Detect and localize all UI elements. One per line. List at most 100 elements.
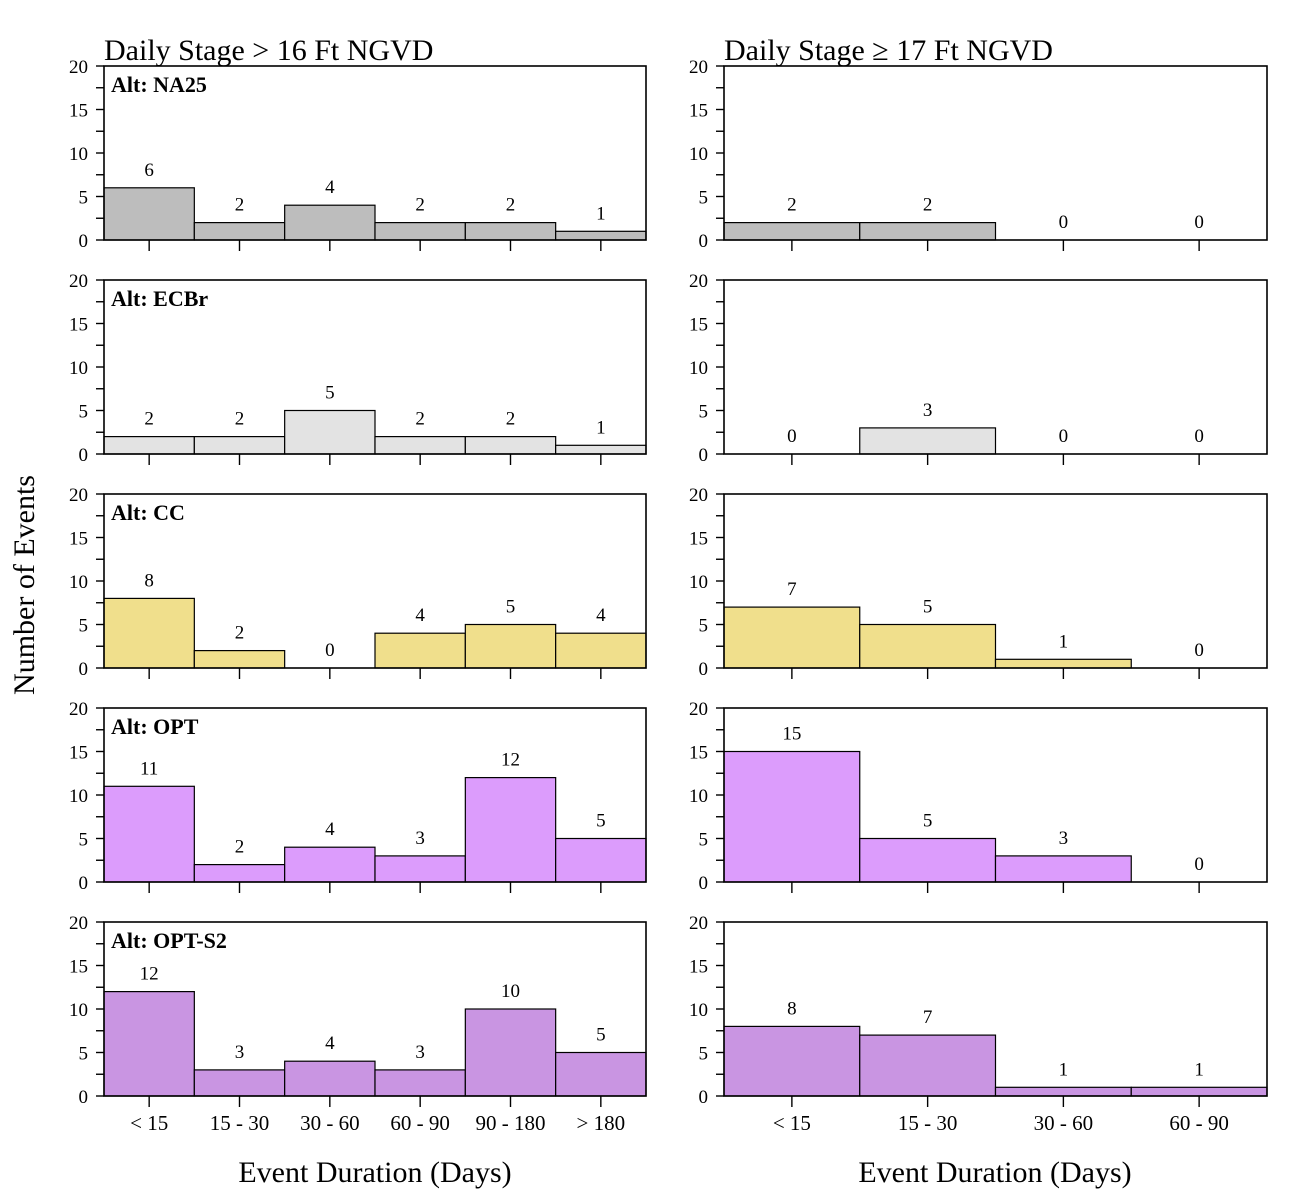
right-panel-1-y-tick-label: 5 bbox=[699, 188, 709, 209]
left-category-label-1: < 15 bbox=[130, 1111, 168, 1135]
left-panel-2-data-label-6: 1 bbox=[596, 417, 606, 438]
right-panel-2-y-tick-label: 0 bbox=[699, 445, 709, 466]
right-panel-1-frame bbox=[723, 65, 1268, 241]
left-panel-3-bar-1 bbox=[103, 597, 195, 669]
left-panel-4-bar-4 bbox=[374, 855, 466, 883]
right-panel-2-y-tick-label: 5 bbox=[699, 402, 709, 423]
right-panel-5-bar-2 bbox=[859, 1034, 997, 1097]
right-panel-4-data-label-2: 5 bbox=[923, 811, 933, 832]
right-panel-1-bar-2 bbox=[859, 222, 997, 241]
right-panel-3-y-tick-label: 15 bbox=[689, 529, 708, 550]
right-panel-2-data-label-3: 0 bbox=[1059, 426, 1069, 447]
right-panel-1-y-tick-label: 10 bbox=[689, 144, 708, 165]
left-panel-2-bar-4 bbox=[374, 436, 466, 455]
right-panel-2-bar-2 bbox=[859, 427, 997, 455]
left-panel-3-data-label-6: 4 bbox=[596, 605, 606, 626]
right-panel-1-bar-1 bbox=[723, 222, 861, 241]
right-panel-4-y-tick-label: 5 bbox=[699, 830, 709, 851]
right-panel-4-data-label-4: 0 bbox=[1194, 854, 1204, 875]
left-panel-1-data-label-4: 2 bbox=[415, 195, 425, 216]
left-category-label-4: 60 - 90 bbox=[390, 1111, 450, 1135]
left-panel-5-bar-6 bbox=[555, 1051, 647, 1097]
right-panel-2-data-label-1: 0 bbox=[787, 426, 797, 447]
right-panel-1-y-tick-label: 15 bbox=[689, 101, 708, 122]
left-panel-5-data-label-1: 12 bbox=[140, 964, 159, 985]
left-panel-5-y-tick-label: 15 bbox=[69, 957, 88, 978]
left-panel-1-y-tick-label: 5 bbox=[79, 188, 89, 209]
left-panel-3-y-tick-label: 20 bbox=[69, 485, 88, 506]
right-panel-3-data-label-4: 0 bbox=[1194, 640, 1204, 661]
right-panel-5-y-tick-label: 15 bbox=[689, 957, 708, 978]
right-panel-2-y-tick-label: 10 bbox=[689, 358, 708, 379]
left-panel-4-data-label-6: 5 bbox=[596, 811, 606, 832]
left-panel-1-y-tick-label: 10 bbox=[69, 144, 88, 165]
left-panel-3-data-label-3: 0 bbox=[325, 640, 335, 661]
right-panel-5-data-label-2: 7 bbox=[923, 1007, 933, 1028]
left-panel-2-bar-6 bbox=[555, 444, 647, 455]
right-column-title: Daily Stage ≥ 17 Ft NGVD bbox=[724, 34, 1053, 67]
left-panel-4-bar-2 bbox=[193, 863, 286, 883]
right-panel-4-y-tick-label: 20 bbox=[689, 699, 708, 720]
right-panel-5-bar-3 bbox=[994, 1086, 1132, 1097]
right-panel-3-bar-2 bbox=[859, 623, 997, 669]
right-category-label-4: 60 - 90 bbox=[1169, 1111, 1229, 1135]
right-panel-5-bar-4 bbox=[1130, 1086, 1268, 1097]
right-x-axis-label: Event Duration (Days) bbox=[858, 1156, 1131, 1189]
left-panel-1-y-tick-label: 20 bbox=[69, 57, 88, 78]
left-panel-5-y-tick-label: 20 bbox=[69, 913, 88, 934]
left-panel-4-data-label-4: 3 bbox=[415, 828, 425, 849]
right-panel-2-y-tick-label: 15 bbox=[689, 315, 708, 336]
left-panel-2-data-label-5: 2 bbox=[506, 409, 516, 430]
right-panel-4-y-tick-label: 10 bbox=[689, 786, 708, 807]
left-panel-3-bar-4 bbox=[374, 632, 466, 669]
right-category-label-2: 15 - 30 bbox=[898, 1111, 958, 1135]
right-panel-3-data-label-1: 7 bbox=[787, 579, 797, 600]
right-panel-5-data-label-3: 1 bbox=[1059, 1059, 1069, 1080]
left-panel-2-alt-label: Alt: ECBr bbox=[111, 286, 208, 311]
right-panel-4-y-tick-label: 0 bbox=[699, 873, 709, 894]
right-panel-4-bar-3 bbox=[994, 855, 1132, 883]
left-panel-4-data-label-5: 12 bbox=[501, 750, 520, 771]
left-panel-2-data-label-2: 2 bbox=[235, 409, 245, 430]
right-panel-4-data-label-1: 15 bbox=[782, 724, 801, 745]
left-panel-2-y-tick-label: 5 bbox=[79, 402, 89, 423]
left-panel-4-data-label-1: 11 bbox=[140, 758, 158, 779]
left-panel-5-bar-3 bbox=[284, 1060, 376, 1097]
left-panel-1-alt-label: Alt: NA25 bbox=[111, 72, 207, 97]
right-panel-4-data-label-3: 3 bbox=[1059, 828, 1069, 849]
left-panel-1-y-tick-label: 0 bbox=[79, 231, 89, 252]
left-category-label-5: 90 - 180 bbox=[476, 1111, 546, 1135]
left-panel-2-bar-3 bbox=[284, 409, 376, 455]
right-panel-4-bar-1 bbox=[723, 750, 861, 883]
left-x-axis-label: Event Duration (Days) bbox=[238, 1156, 511, 1189]
left-panel-2-y-tick-label: 15 bbox=[69, 315, 88, 336]
left-panel-5-data-label-2: 3 bbox=[235, 1042, 245, 1063]
right-category-label-1: < 15 bbox=[773, 1111, 811, 1135]
left-panel-5-bar-1 bbox=[103, 990, 195, 1097]
left-panel-5-bar-4 bbox=[374, 1069, 466, 1097]
right-panel-5-y-tick-label: 5 bbox=[699, 1044, 709, 1065]
right-panel-1-data-label-1: 2 bbox=[787, 195, 797, 216]
left-panel-1-bar-2 bbox=[193, 222, 286, 241]
left-panel-4-y-tick-label: 10 bbox=[69, 786, 88, 807]
left-column-title: Daily Stage > 16 Ft NGVD bbox=[104, 34, 433, 67]
left-panel-3-y-tick-label: 10 bbox=[69, 572, 88, 593]
right-panel-4-bar-2 bbox=[859, 837, 997, 883]
right-panel-5-y-tick-label: 0 bbox=[699, 1087, 709, 1108]
left-panel-5-y-tick-label: 0 bbox=[79, 1087, 89, 1108]
left-panel-4-bar-5 bbox=[464, 776, 557, 883]
left-panel-5-bar-2 bbox=[193, 1069, 286, 1097]
left-panel-4-y-tick-label: 20 bbox=[69, 699, 88, 720]
left-panel-4-alt-label: Alt: OPT bbox=[111, 714, 199, 739]
left-panel-1-bar-4 bbox=[374, 222, 466, 241]
left-panel-2-bar-2 bbox=[193, 436, 286, 455]
right-panel-3-y-tick-label: 20 bbox=[689, 485, 708, 506]
left-panel-2-y-tick-label: 10 bbox=[69, 358, 88, 379]
left-panel-5-data-label-3: 4 bbox=[325, 1033, 335, 1054]
left-panel-5-y-tick-label: 5 bbox=[79, 1044, 89, 1065]
left-panel-4-bar-3 bbox=[284, 846, 376, 883]
right-panel-4-y-tick-label: 15 bbox=[689, 743, 708, 764]
left-panel-3-bar-5 bbox=[464, 623, 557, 669]
left-panel-3-y-tick-label: 5 bbox=[79, 616, 89, 637]
